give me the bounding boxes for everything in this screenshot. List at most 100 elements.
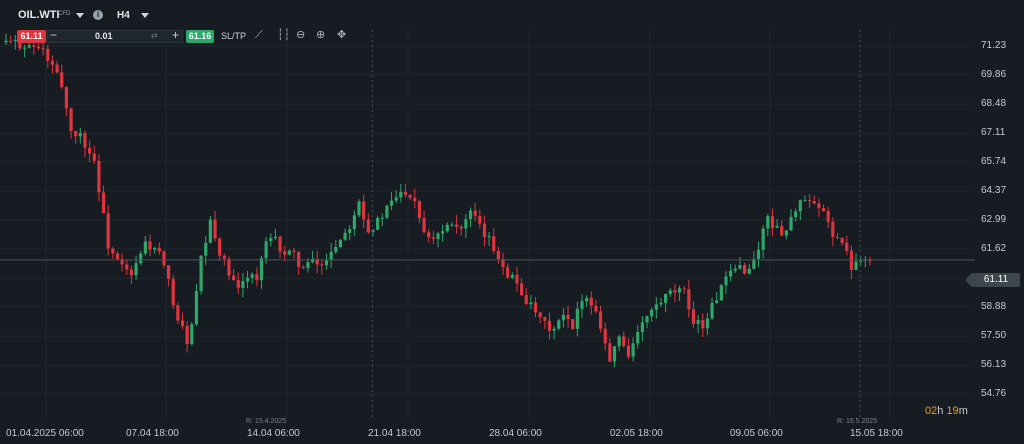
candle-body (74, 130, 78, 137)
zoom-in-icon[interactable]: ⊕ (316, 29, 326, 41)
candle-body (348, 229, 352, 233)
candle-body (789, 217, 793, 231)
candle-body (334, 246, 338, 252)
candle-body (431, 237, 435, 239)
candle-body (515, 274, 519, 284)
symbol-dropdown-chevron-icon[interactable] (76, 13, 84, 18)
candle-body (129, 269, 134, 276)
candle-body (598, 311, 603, 329)
candle-body (64, 87, 68, 109)
candle-body (775, 225, 779, 228)
line-chart-icon[interactable]: ⟋ (255, 29, 263, 41)
candle-body (32, 45, 36, 47)
candle-body (343, 232, 347, 240)
sell-button[interactable]: 61.11 (17, 30, 46, 43)
candle-body (845, 242, 849, 251)
time-tick-label: 07.04 18:00 (126, 428, 179, 439)
candle-body (111, 248, 115, 254)
price-tick-label: 71.23 (981, 40, 1007, 51)
candle-body (784, 230, 788, 236)
swap-icon[interactable]: ⇄ (151, 31, 158, 40)
candle-body (464, 219, 468, 229)
candle-body (533, 302, 538, 313)
quantity-field[interactable] (47, 30, 183, 43)
price-tick-label: 69.86 (981, 68, 1007, 80)
symbol-selector[interactable]: OIL.WTI (18, 9, 60, 21)
candle-body (315, 258, 319, 265)
candle-body (60, 72, 64, 88)
candle-body (213, 219, 217, 239)
candle-body (287, 250, 291, 255)
quantity-decrease-button[interactable]: − (50, 28, 58, 42)
candle-body (422, 218, 426, 233)
price-tick-label: 65.74 (981, 156, 1007, 167)
candle-body (589, 297, 593, 306)
candle-body (650, 309, 654, 317)
candle-body (450, 224, 454, 226)
candles-icon[interactable]: ┆┆ (277, 29, 291, 41)
candle-body (487, 236, 491, 238)
candle-body (808, 200, 812, 202)
quantity-increase-button[interactable]: + (172, 28, 180, 42)
candle-body (733, 268, 737, 271)
price-tick-label: 64.37 (981, 184, 1007, 196)
quantity-value[interactable]: 0.01 (95, 31, 113, 41)
candle-body (441, 231, 445, 234)
sltp-button[interactable]: SL/TP (221, 31, 247, 41)
candle-body (297, 251, 301, 267)
candle-body (812, 200, 816, 204)
candle-body (701, 320, 705, 329)
candle-body (626, 345, 631, 357)
candle-body (561, 314, 566, 321)
candle-body (241, 281, 245, 288)
candle-body (153, 247, 157, 250)
candle-body (148, 241, 152, 250)
time-tick-label: 28.04 06:00 (489, 428, 542, 439)
candle-body (543, 317, 547, 321)
candle-body (752, 258, 756, 269)
candle-body (357, 201, 361, 216)
candle-body (506, 267, 510, 278)
candle-body (194, 291, 199, 325)
candle-body (324, 260, 329, 266)
zoom-out-icon[interactable]: ⊖ (296, 29, 306, 41)
candle-body (673, 290, 677, 293)
candle-body (798, 200, 802, 212)
candle-body (13, 40, 17, 42)
candle-body (766, 216, 770, 229)
candle-body (496, 250, 500, 259)
candle-body (436, 233, 440, 239)
move-icon[interactable]: ✥ (337, 29, 347, 41)
candle-body (232, 275, 236, 280)
price-tick-label: 62.99 (981, 214, 1007, 226)
candle-body (747, 268, 751, 274)
candle-body (677, 288, 682, 293)
candle-body (520, 283, 524, 296)
candle-body (631, 343, 635, 357)
candle-body (190, 324, 194, 345)
candle-body (139, 253, 143, 264)
candle-body (729, 270, 733, 277)
candle-body (724, 276, 728, 286)
candle-body (636, 331, 640, 344)
candle-body (134, 263, 138, 276)
buy-button[interactable]: 61.16 (186, 30, 214, 43)
time-tick-label: 14.04 06:00 (247, 428, 300, 439)
candle-body (115, 253, 120, 260)
candle-body (301, 266, 305, 268)
candle-body (538, 312, 542, 318)
rollover-marker-label: R: 16.5.2025 (837, 418, 878, 425)
candle-body (622, 336, 626, 346)
candle-body (55, 64, 59, 73)
candle-body (106, 213, 110, 249)
info-icon[interactable]: i (93, 10, 103, 20)
candle-body (310, 258, 315, 263)
timeframe-selector[interactable]: H4 (117, 10, 130, 21)
candle-body (571, 319, 575, 329)
candle-body (4, 40, 8, 43)
timeframe-dropdown-chevron-icon[interactable] (141, 13, 149, 18)
candle-body (366, 219, 370, 233)
time-tick-label: 15.05 18:00 (850, 428, 903, 439)
candle-body (380, 217, 384, 219)
